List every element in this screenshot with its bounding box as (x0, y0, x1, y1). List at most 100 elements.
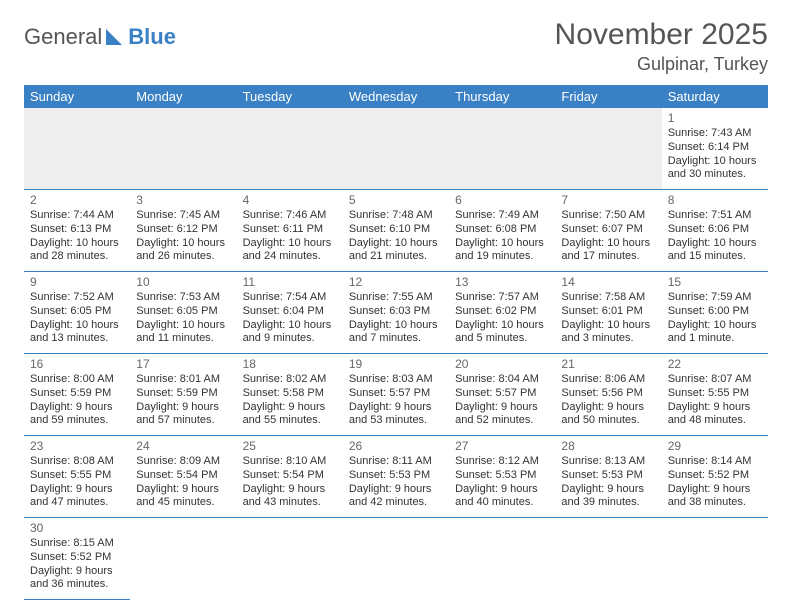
calendar-blank (24, 108, 130, 190)
calendar-day: 25Sunrise: 8:10 AMSunset: 5:54 PMDayligh… (237, 436, 343, 518)
calendar-day: 6Sunrise: 7:49 AMSunset: 6:08 PMDaylight… (449, 190, 555, 272)
daylight-text: Daylight: 10 hours and 28 minutes. (30, 237, 124, 265)
calendar-day: 20Sunrise: 8:04 AMSunset: 5:57 PMDayligh… (449, 354, 555, 436)
sunset-text: Sunset: 6:07 PM (561, 223, 655, 237)
sunset-text: Sunset: 5:53 PM (561, 469, 655, 483)
daylight-text: Daylight: 10 hours and 1 minute. (668, 319, 762, 347)
sunset-text: Sunset: 6:04 PM (243, 305, 337, 319)
calendar-day: 8Sunrise: 7:51 AMSunset: 6:06 PMDaylight… (662, 190, 768, 272)
sunrise-text: Sunrise: 8:13 AM (561, 455, 655, 469)
calendar-day: 1Sunrise: 7:43 AMSunset: 6:14 PMDaylight… (662, 108, 768, 190)
sunrise-text: Sunrise: 8:06 AM (561, 373, 655, 387)
calendar-day: 2Sunrise: 7:44 AMSunset: 6:13 PMDaylight… (24, 190, 130, 272)
calendar-day: 7Sunrise: 7:50 AMSunset: 6:07 PMDaylight… (555, 190, 661, 272)
calendar-day: 21Sunrise: 8:06 AMSunset: 5:56 PMDayligh… (555, 354, 661, 436)
sunrise-text: Sunrise: 7:49 AM (455, 209, 549, 223)
sunrise-text: Sunrise: 8:01 AM (136, 373, 230, 387)
day-number: 22 (668, 357, 762, 372)
sunrise-text: Sunrise: 7:59 AM (668, 291, 762, 305)
day-number: 2 (30, 193, 124, 208)
day-number: 16 (30, 357, 124, 372)
sunrise-text: Sunrise: 8:08 AM (30, 455, 124, 469)
sunrise-text: Sunrise: 8:11 AM (349, 455, 443, 469)
logo-text-2: Blue (128, 24, 176, 50)
calendar-day: 4Sunrise: 7:46 AMSunset: 6:11 PMDaylight… (237, 190, 343, 272)
day-number: 20 (455, 357, 549, 372)
daylight-text: Daylight: 10 hours and 5 minutes. (455, 319, 549, 347)
sunset-text: Sunset: 5:55 PM (30, 469, 124, 483)
daylight-text: Daylight: 10 hours and 15 minutes. (668, 237, 762, 265)
sunset-text: Sunset: 6:03 PM (349, 305, 443, 319)
day-number: 1 (668, 111, 762, 126)
calendar-day: 10Sunrise: 7:53 AMSunset: 6:05 PMDayligh… (130, 272, 236, 354)
daylight-text: Daylight: 10 hours and 9 minutes. (243, 319, 337, 347)
calendar-day: 30Sunrise: 8:15 AMSunset: 5:52 PMDayligh… (24, 518, 130, 600)
weekday-header: Wednesday (343, 85, 449, 108)
calendar-day: 26Sunrise: 8:11 AMSunset: 5:53 PMDayligh… (343, 436, 449, 518)
day-number: 29 (668, 439, 762, 454)
daylight-text: Daylight: 9 hours and 38 minutes. (668, 483, 762, 511)
page-title: November 2025 (555, 18, 768, 52)
calendar-day: 29Sunrise: 8:14 AMSunset: 5:52 PMDayligh… (662, 436, 768, 518)
daylight-text: Daylight: 9 hours and 57 minutes. (136, 401, 230, 429)
day-number: 8 (668, 193, 762, 208)
logo-text-1: General (24, 24, 102, 50)
day-number: 12 (349, 275, 443, 290)
sunset-text: Sunset: 5:56 PM (561, 387, 655, 401)
sunset-text: Sunset: 5:59 PM (30, 387, 124, 401)
daylight-text: Daylight: 10 hours and 17 minutes. (561, 237, 655, 265)
calendar-blank (555, 108, 661, 190)
calendar-day: 28Sunrise: 8:13 AMSunset: 5:53 PMDayligh… (555, 436, 661, 518)
day-number: 30 (30, 521, 124, 536)
calendar-day: 27Sunrise: 8:12 AMSunset: 5:53 PMDayligh… (449, 436, 555, 518)
sunset-text: Sunset: 5:53 PM (349, 469, 443, 483)
calendar-day: 3Sunrise: 7:45 AMSunset: 6:12 PMDaylight… (130, 190, 236, 272)
day-number: 9 (30, 275, 124, 290)
daylight-text: Daylight: 9 hours and 52 minutes. (455, 401, 549, 429)
sunrise-text: Sunrise: 7:57 AM (455, 291, 549, 305)
weekday-header: Monday (130, 85, 236, 108)
sunset-text: Sunset: 6:00 PM (668, 305, 762, 319)
sunset-text: Sunset: 5:59 PM (136, 387, 230, 401)
calendar-day: 22Sunrise: 8:07 AMSunset: 5:55 PMDayligh… (662, 354, 768, 436)
sunrise-text: Sunrise: 7:46 AM (243, 209, 337, 223)
sunset-text: Sunset: 5:55 PM (668, 387, 762, 401)
sunset-text: Sunset: 6:12 PM (136, 223, 230, 237)
daylight-text: Daylight: 9 hours and 36 minutes. (30, 565, 124, 593)
sunrise-text: Sunrise: 8:15 AM (30, 537, 124, 551)
calendar-day: 16Sunrise: 8:00 AMSunset: 5:59 PMDayligh… (24, 354, 130, 436)
day-number: 11 (243, 275, 337, 290)
day-number: 4 (243, 193, 337, 208)
sunrise-text: Sunrise: 8:04 AM (455, 373, 549, 387)
sunrise-text: Sunrise: 8:14 AM (668, 455, 762, 469)
day-number: 15 (668, 275, 762, 290)
daylight-text: Daylight: 10 hours and 19 minutes. (455, 237, 549, 265)
calendar-blank (130, 518, 236, 600)
calendar-week: 1Sunrise: 7:43 AMSunset: 6:14 PMDaylight… (24, 108, 768, 190)
sunset-text: Sunset: 6:06 PM (668, 223, 762, 237)
sunrise-text: Sunrise: 7:44 AM (30, 209, 124, 223)
sunrise-text: Sunrise: 7:51 AM (668, 209, 762, 223)
sunset-text: Sunset: 5:52 PM (668, 469, 762, 483)
day-number: 25 (243, 439, 337, 454)
sunset-text: Sunset: 6:10 PM (349, 223, 443, 237)
daylight-text: Daylight: 10 hours and 30 minutes. (668, 155, 762, 183)
calendar-blank (343, 518, 449, 600)
sunset-text: Sunset: 6:05 PM (30, 305, 124, 319)
calendar-day: 19Sunrise: 8:03 AMSunset: 5:57 PMDayligh… (343, 354, 449, 436)
calendar-day: 11Sunrise: 7:54 AMSunset: 6:04 PMDayligh… (237, 272, 343, 354)
sunset-text: Sunset: 6:05 PM (136, 305, 230, 319)
sunrise-text: Sunrise: 7:53 AM (136, 291, 230, 305)
sunrise-text: Sunrise: 7:45 AM (136, 209, 230, 223)
day-number: 3 (136, 193, 230, 208)
day-number: 28 (561, 439, 655, 454)
calendar-blank (343, 108, 449, 190)
day-number: 10 (136, 275, 230, 290)
sunset-text: Sunset: 5:57 PM (455, 387, 549, 401)
daylight-text: Daylight: 9 hours and 59 minutes. (30, 401, 124, 429)
sail-icon (104, 27, 126, 47)
logo: General Blue (24, 18, 176, 50)
calendar-blank (130, 108, 236, 190)
daylight-text: Daylight: 9 hours and 47 minutes. (30, 483, 124, 511)
daylight-text: Daylight: 9 hours and 53 minutes. (349, 401, 443, 429)
